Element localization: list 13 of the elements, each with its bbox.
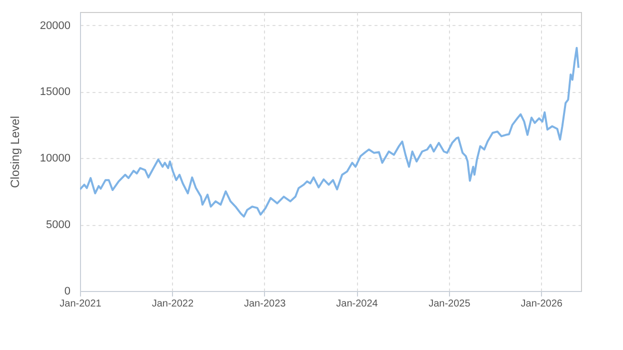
y-axis-title: Closing Level xyxy=(8,116,22,188)
y-tick-label: 10000 xyxy=(40,152,70,165)
x-tick-label: Jan-2021 xyxy=(60,298,102,310)
y-tick-label: 5000 xyxy=(46,219,70,232)
x-tick-label: Jan-2023 xyxy=(244,298,286,310)
x-tick-label: Jan-2022 xyxy=(152,298,194,310)
y-tick-label: 20000 xyxy=(40,20,70,32)
x-tick-label: Jan-2024 xyxy=(336,298,378,310)
y-tick-label: 15000 xyxy=(40,86,70,98)
y-tick-label: 0 xyxy=(64,286,70,298)
x-tick-label: Jan-2026 xyxy=(520,298,563,310)
x-tick-label: Jan-2025 xyxy=(428,298,471,310)
line-series xyxy=(80,46,580,218)
